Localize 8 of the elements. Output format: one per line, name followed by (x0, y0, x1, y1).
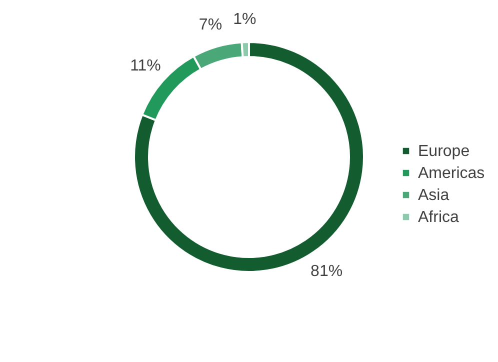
legend-label: Europe (418, 143, 470, 160)
legend-label: Africa (418, 209, 459, 226)
data-label: 11% (130, 58, 161, 75)
legend-label: Americas (418, 165, 485, 182)
legend-label: Asia (418, 187, 450, 204)
data-label: 7% (198, 16, 222, 34)
data-label: 81% (310, 263, 343, 280)
data-label: 1% (233, 11, 256, 28)
